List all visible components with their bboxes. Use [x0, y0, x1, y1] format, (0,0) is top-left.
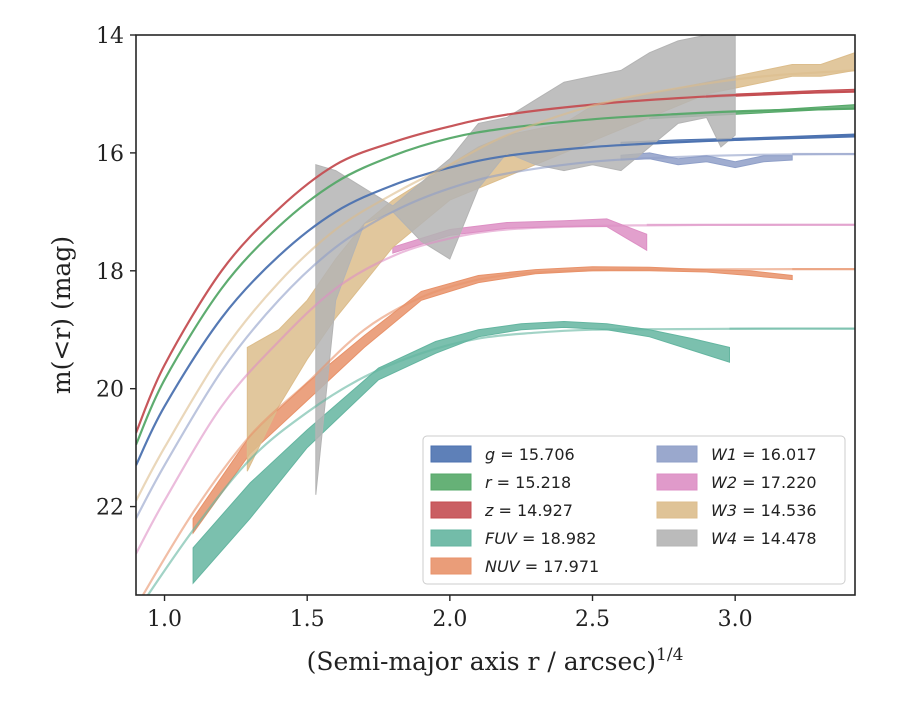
legend-entry-var: NUV: [485, 557, 521, 576]
y-tick-label: 20: [96, 378, 124, 403]
y-tick-label: 18: [96, 260, 124, 285]
legend-entry-w1: W1 = 16.017: [711, 445, 817, 464]
legend-entry-g: g = 15.706: [485, 445, 575, 464]
x-tick-label: 1.5: [290, 607, 325, 632]
curve-nuv: [141, 268, 855, 595]
x-tick-label: 1.0: [147, 607, 182, 632]
legend-entry-value: = 15.706: [495, 445, 575, 464]
x-axis-label-text: (Semi-major axis r / arcsec): [307, 647, 656, 676]
legend-swatch-r: [430, 473, 472, 491]
legend-swatch-w1: [656, 445, 698, 463]
curve-w3: [136, 69, 855, 502]
legend-swatch-g: [430, 445, 472, 463]
legend-entry-var: W1: [711, 445, 737, 464]
y-tick-label: 22: [96, 496, 124, 521]
x-tick-label: 3.0: [718, 607, 753, 632]
legend-entry-r: r = 15.218: [485, 473, 571, 492]
legend-entry-var: z: [484, 501, 494, 520]
plot-frame: [135, 34, 856, 596]
legend-swatch-w3: [656, 501, 698, 519]
x-axis-label-exponent: 1/4: [656, 645, 683, 665]
legend-entry-var: W4: [711, 529, 737, 548]
y-tick-label: 14: [96, 24, 124, 49]
legend-entry-var: FUV: [485, 529, 518, 548]
y-axis-ticks: 14 16 18 20 22: [96, 24, 136, 521]
x-tick-label: 2.5: [575, 607, 610, 632]
legend-entry-value: = 17.220: [737, 473, 817, 492]
y-tick-label: 16: [96, 142, 124, 167]
x-axis-label: (Semi-major axis r / arcsec)1/4: [307, 645, 684, 676]
curve-r: [136, 107, 855, 446]
legend-entry-z: z = 14.927: [484, 501, 573, 520]
curve-g: [136, 134, 855, 466]
curve-fuv: [146, 327, 855, 595]
legend-entry-value: = 14.536: [737, 501, 817, 520]
legend-entry-value: = 16.017: [737, 445, 817, 464]
band-fuv: [192, 320, 730, 585]
legend-swatch-fuv: [430, 529, 472, 547]
legend-entry-nuv: NUV = 17.971: [485, 557, 599, 576]
legend-swatch-w4: [656, 529, 698, 547]
asymptote-lines: [646, 152, 855, 330]
legend-entry-value: = 14.478: [737, 529, 817, 548]
band-nuv: [192, 266, 793, 535]
legend-swatch-w2: [656, 473, 698, 491]
legend-entry-value: = 17.971: [520, 557, 600, 576]
legend-swatch-nuv: [430, 557, 472, 575]
legend-entry-var: g: [485, 445, 495, 464]
curve-z: [136, 90, 855, 434]
legend-entry-w2: W2 = 17.220: [711, 473, 817, 492]
legend-entry-value: = 15.218: [492, 473, 572, 492]
x-tick-label: 2.0: [432, 607, 467, 632]
legend-swatch-z: [430, 501, 472, 519]
legend-entry-var: W3: [711, 501, 737, 520]
legend-entry-w3: W3 = 14.536: [711, 501, 817, 520]
y-axis-label: m(<r) (mag): [47, 236, 76, 394]
legend-frame: [422, 435, 846, 585]
x-axis-ticks: 1.0 1.5 2.0 2.5 3.0: [147, 595, 753, 632]
legend-entry-w4: W4 = 14.478: [711, 529, 817, 548]
legend-entry-value: = 18.982: [517, 529, 597, 548]
legend-entry-value: = 14.927: [493, 501, 573, 520]
model-curves: [136, 69, 855, 595]
curve-w2: [136, 223, 855, 555]
curve-w1: [136, 153, 855, 519]
legend-entry-var: r: [485, 473, 493, 492]
legend-entry-fuv: FUV = 18.982: [485, 529, 596, 548]
legend-entry-var: W2: [711, 473, 737, 492]
